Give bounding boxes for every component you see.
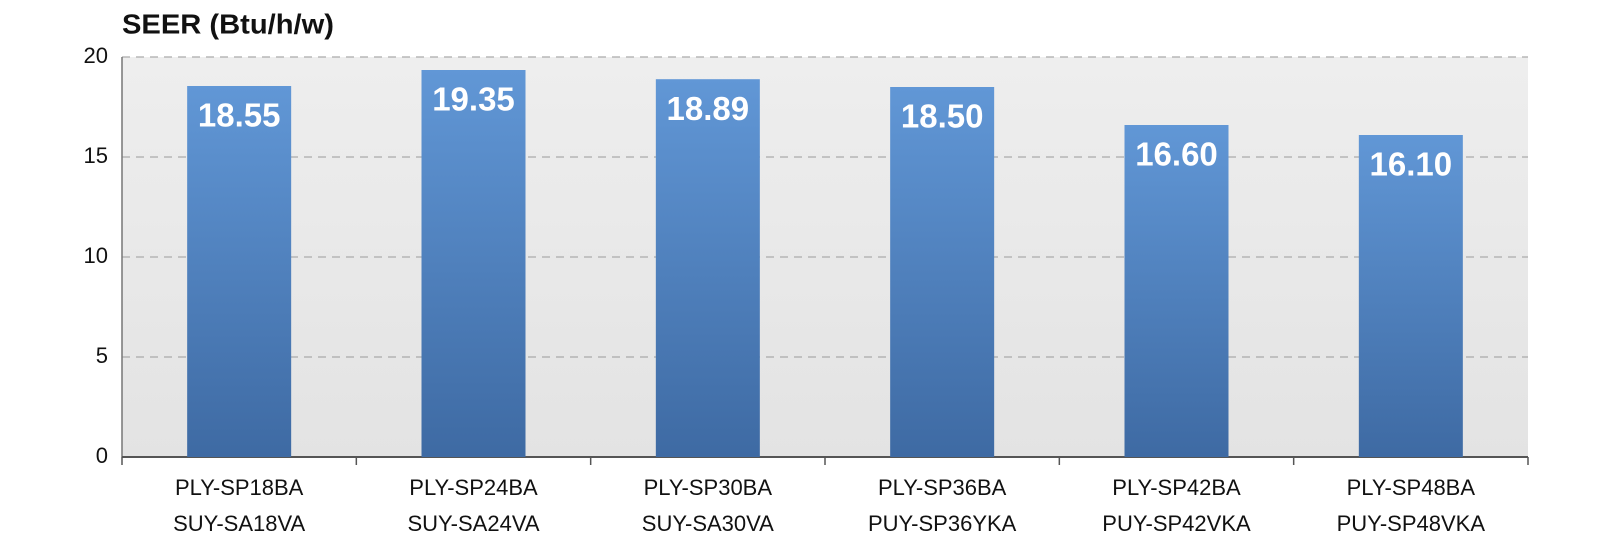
x-tick-label: PLY-SP42BA (1112, 475, 1241, 500)
y-tick-label: 20 (84, 43, 108, 68)
value-label: 18.89 (667, 90, 750, 127)
x-tick-label: PUY-SP48VKA (1337, 511, 1486, 536)
value-label: 18.50 (901, 98, 984, 135)
x-tick-label: PLY-SP36BA (878, 475, 1007, 500)
y-tick-label: 5 (96, 343, 108, 368)
y-tick-label: 0 (96, 443, 108, 468)
x-tick-label: PUY-SP36YKA (868, 511, 1017, 536)
y-tick-label: 15 (84, 143, 108, 168)
value-label: 16.10 (1370, 146, 1453, 183)
x-tick-label: PLY-SP18BA (175, 475, 304, 500)
x-tick-label: PLY-SP24BA (409, 475, 538, 500)
y-tick-label: 10 (84, 243, 108, 268)
x-tick-label: PUY-SP42VKA (1102, 511, 1251, 536)
value-label: 19.35 (432, 81, 515, 118)
x-tick-label: SUY-SA30VA (642, 511, 774, 536)
chart-title: SEER (Btu/h/w) (122, 8, 334, 39)
x-tick-label: PLY-SP48BA (1347, 475, 1476, 500)
value-label: 16.60 (1135, 136, 1218, 173)
x-tick-label: SUY-SA24VA (407, 511, 539, 536)
bar (655, 79, 760, 457)
bar (1124, 125, 1229, 457)
bar (421, 70, 526, 457)
value-label: 18.55 (198, 97, 281, 134)
bar (1358, 135, 1463, 457)
bar (187, 86, 292, 457)
x-tick-label: PLY-SP30BA (644, 475, 773, 500)
x-tick-label: SUY-SA18VA (173, 511, 305, 536)
bar (890, 87, 995, 457)
